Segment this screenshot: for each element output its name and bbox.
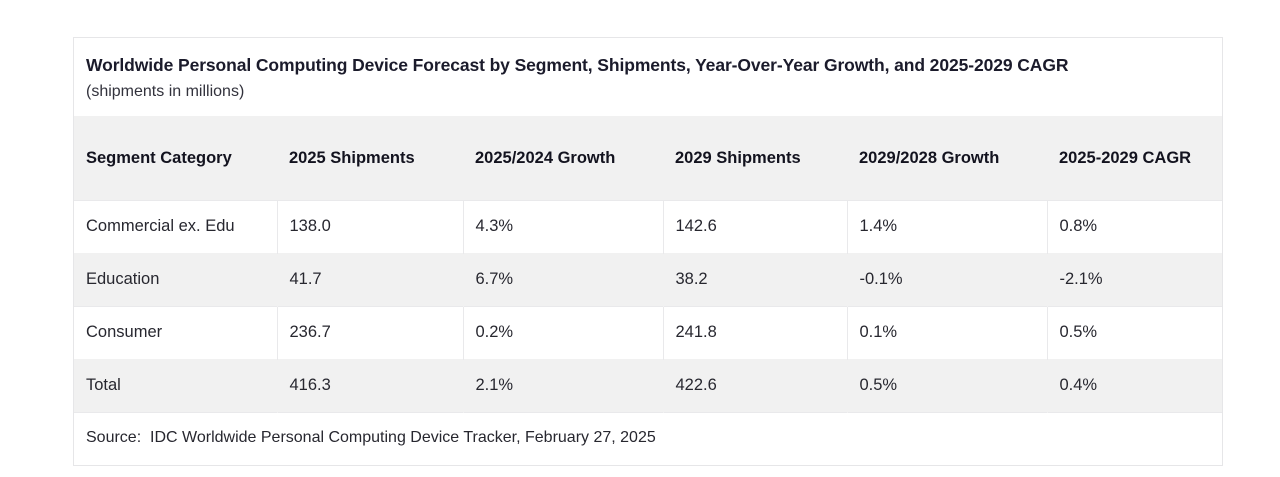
cell-shipments-2025: 41.7 [276,253,463,307]
cell-growth-2029-2028: -0.1% [846,253,1047,307]
table-row-total: Total 416.3 2.1% 422.6 0.5% 0.4% [74,359,1223,413]
cell-growth-2029-2028: 0.5% [846,359,1047,413]
forecast-table-card: Worldwide Personal Computing Device Fore… [73,37,1223,466]
cell-growth-2025-2024: 0.2% [462,306,663,360]
table-caption-cell: Worldwide Personal Computing Device Fore… [74,38,1223,117]
cell-segment: Total [74,359,277,413]
column-header-2029-shipments[interactable]: 2029 Shipments [663,116,847,201]
cell-segment: Consumer [74,306,277,360]
cell-segment: Commercial ex. Edu [74,200,277,254]
source-note: Source: IDC Worldwide Personal Computing… [74,412,1223,465]
cell-shipments-2029: 38.2 [662,253,847,307]
cell-cagr-2025-2029: -2.1% [1046,253,1223,307]
cell-cagr-2025-2029: 0.5% [1046,306,1223,360]
column-header-segment-category[interactable]: Segment Category [74,116,277,201]
cell-growth-2029-2028: 0.1% [846,306,1047,360]
table-title: Worldwide Personal Computing Device Fore… [86,55,1069,75]
cell-shipments-2025: 416.3 [276,359,463,413]
forecast-table: Worldwide Personal Computing Device Fore… [74,38,1223,465]
table-row: Consumer 236.7 0.2% 241.8 0.1% 0.5% [74,306,1223,360]
cell-shipments-2025: 138.0 [276,200,463,254]
column-header-2029-2028-growth[interactable]: 2029/2028 Growth [847,116,1047,201]
cell-growth-2025-2024: 2.1% [462,359,663,413]
table-header-row: Segment Category 2025 Shipments 2025/202… [74,116,1223,201]
table-caption-row: Worldwide Personal Computing Device Fore… [74,38,1223,117]
cell-shipments-2029: 142.6 [662,200,847,254]
column-header-2025-2024-growth[interactable]: 2025/2024 Growth [463,116,663,201]
cell-shipments-2025: 236.7 [276,306,463,360]
table-row: Commercial ex. Edu 138.0 4.3% 142.6 1.4%… [74,200,1223,254]
cell-shipments-2029: 241.8 [662,306,847,360]
cell-segment: Education [74,253,277,307]
table-source-row: Source: IDC Worldwide Personal Computing… [74,412,1223,465]
cell-growth-2025-2024: 6.7% [462,253,663,307]
table-row: Education 41.7 6.7% 38.2 -0.1% -2.1% [74,253,1223,307]
cell-growth-2029-2028: 1.4% [846,200,1047,254]
table-subtitle: (shipments in millions) [86,83,245,101]
cell-cagr-2025-2029: 0.4% [1046,359,1223,413]
cell-growth-2025-2024: 4.3% [462,200,663,254]
cell-cagr-2025-2029: 0.8% [1046,200,1223,254]
column-header-2025-2029-cagr[interactable]: 2025-2029 CAGR [1047,116,1223,201]
cell-shipments-2029: 422.6 [662,359,847,413]
column-header-2025-shipments[interactable]: 2025 Shipments [277,116,463,201]
